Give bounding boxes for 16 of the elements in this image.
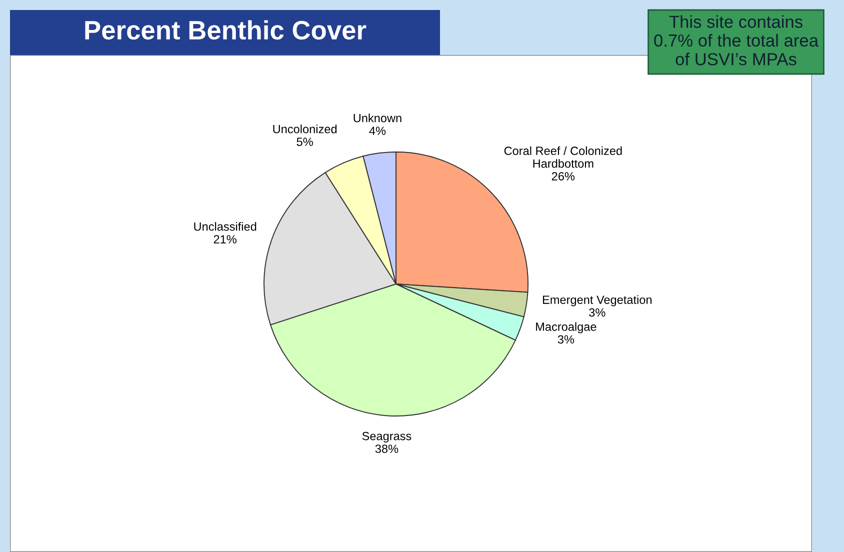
data-label: 4%	[369, 126, 386, 135]
data-label: 26%	[552, 172, 575, 180]
data-label: 3%	[558, 335, 574, 344]
data-label: 21%	[214, 235, 236, 244]
chart-title: Percent Benthic Cover	[85, 20, 366, 40]
slice-label: Macroalgae	[536, 322, 596, 334]
slice-label: Unclassified	[194, 222, 256, 231]
slice-label: Emergent Vegetation	[542, 295, 652, 306]
data-label: 5%	[296, 138, 313, 146]
text: This site contains 0.7% of the total area of USVI’s MPAs	[654, 15, 819, 66]
slice-label: Unknown	[354, 114, 402, 122]
data-label: 38%	[375, 444, 398, 453]
slice-label: Seagrass	[362, 432, 412, 443]
slice-label: Coral Reef / Colonized Hardbottom	[504, 146, 622, 168]
data-label: 3%	[589, 308, 606, 317]
slice-label: Uncolonized	[273, 124, 337, 134]
